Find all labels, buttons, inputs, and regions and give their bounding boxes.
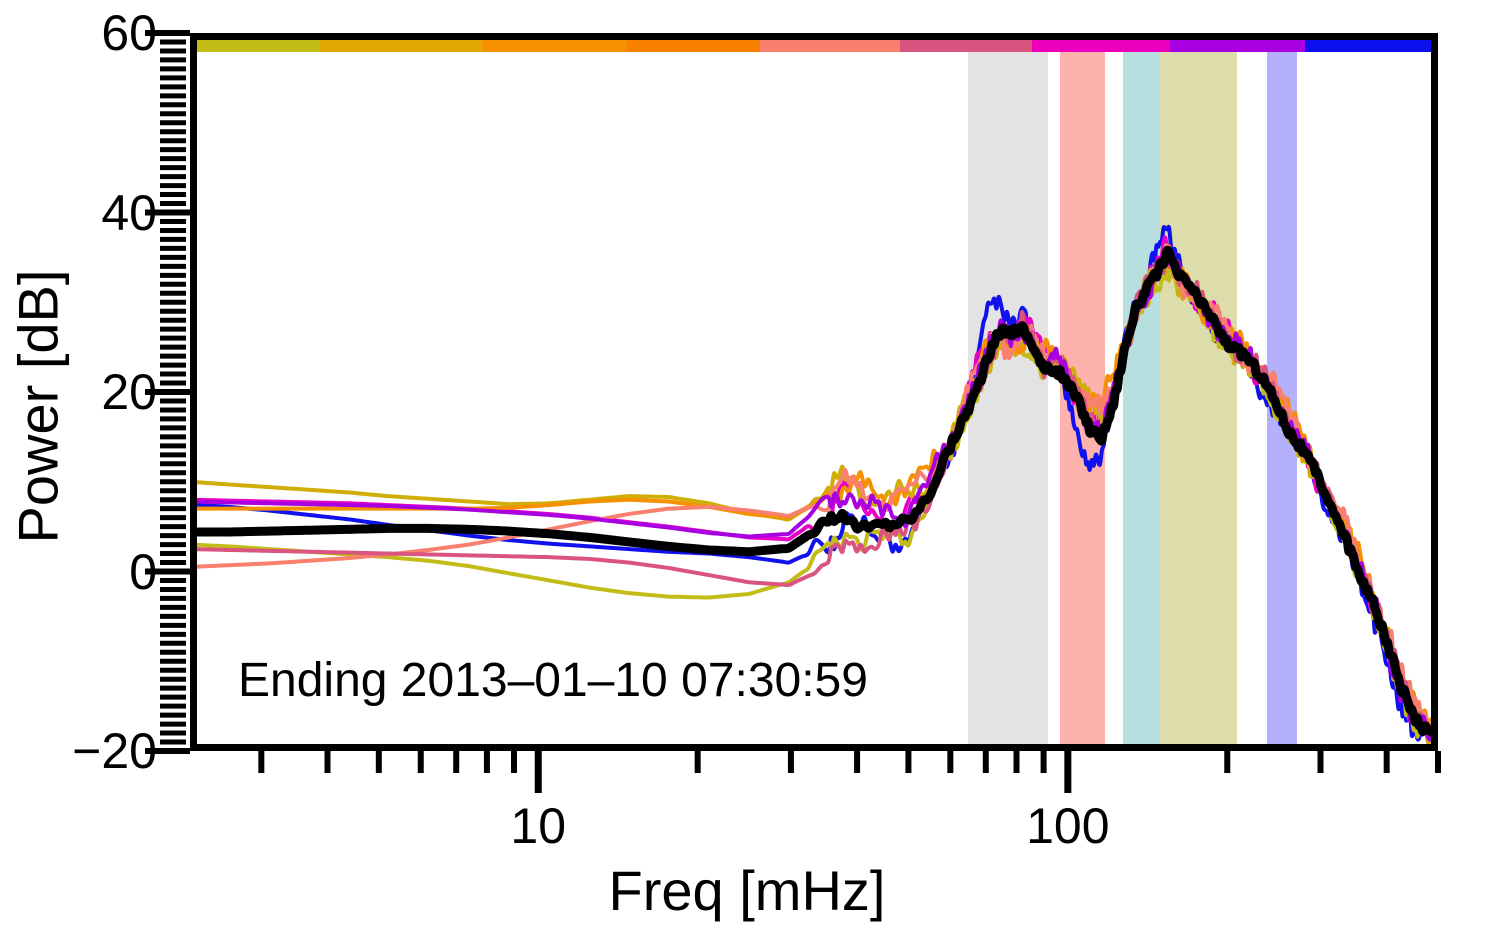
colorbar-segment-3 bbox=[482, 38, 627, 52]
colorbar-segment-5 bbox=[760, 38, 900, 52]
x-tick-label-10: 10 bbox=[510, 798, 567, 854]
colorbar-segment-2 bbox=[320, 38, 482, 52]
colorbar-segment-4 bbox=[627, 38, 760, 52]
y-tick-label-60: 60 bbox=[101, 5, 157, 61]
y-tick-label-0: 0 bbox=[129, 543, 157, 600]
x-axis-title: Freq [mHz] bbox=[608, 859, 886, 922]
colorbar-segment-1 bbox=[190, 38, 320, 52]
spectral-curve-mean bbox=[190, 245, 1438, 741]
colorbar-segment-9 bbox=[1305, 38, 1438, 52]
spectral-curve-group bbox=[190, 224, 1438, 746]
band-teal bbox=[1123, 33, 1160, 751]
band-khaki bbox=[1160, 33, 1237, 751]
plot-area: Ending 2013‒01‒10 07:30:59 bbox=[190, 33, 1438, 751]
y-tick-label--20: −20 bbox=[72, 723, 157, 779]
x-tick-label-100: 100 bbox=[1026, 798, 1110, 854]
colorbar-segment-8 bbox=[1170, 38, 1305, 52]
ending-timestamp-annotation: Ending 2013‒01‒10 07:30:59 bbox=[238, 654, 868, 707]
y-tick-label-40: 40 bbox=[101, 184, 157, 241]
colorbar-segment-6 bbox=[900, 38, 1032, 52]
frequency-band-colorbar bbox=[190, 38, 1438, 52]
y-tick-label-20: 20 bbox=[101, 364, 157, 420]
y-axis-title: Power [dB] bbox=[6, 269, 70, 544]
colorbar-segment-7 bbox=[1032, 38, 1170, 52]
